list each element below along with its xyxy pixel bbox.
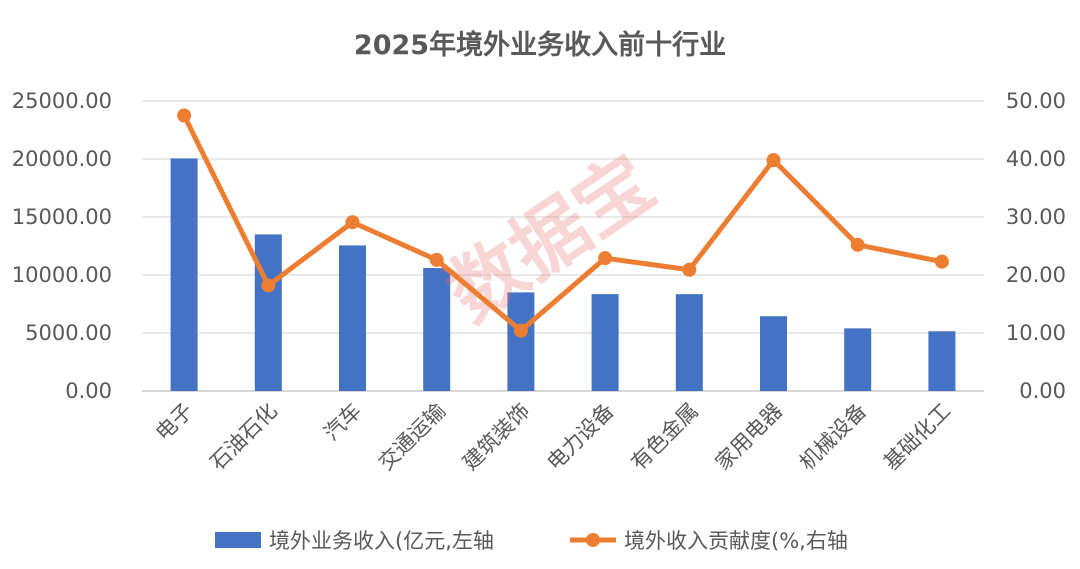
legend-bar-swatch xyxy=(215,532,261,548)
line-point xyxy=(177,108,192,123)
line-point xyxy=(682,262,697,277)
bar xyxy=(507,292,535,391)
left-tick-label: 5000.00 xyxy=(25,321,112,345)
right-tick-label: 20.00 xyxy=(1006,263,1066,287)
right-tick-label: 10.00 xyxy=(1006,321,1066,345)
bar xyxy=(339,245,366,391)
line-point xyxy=(261,278,276,293)
legend-line-marker xyxy=(586,533,600,547)
legend-bar-label: 境外业务收入(亿元,左轴 xyxy=(269,529,494,553)
right-tick-label: 40.00 xyxy=(1006,147,1066,171)
bar xyxy=(928,331,956,391)
right-tick-label: 0.00 xyxy=(1019,379,1066,403)
right-axis-ticks: 0.00 10.00 20.00 30.00 40.00 50.00 xyxy=(1006,89,1066,403)
series-line xyxy=(181,114,943,334)
bar xyxy=(675,294,703,391)
line-point xyxy=(766,153,781,168)
left-tick-label: 0.00 xyxy=(65,379,112,403)
right-tick-label: 30.00 xyxy=(1006,205,1066,229)
right-tick-label: 50.00 xyxy=(1006,89,1066,113)
line-point xyxy=(598,251,613,266)
legend: 境外业务收入(亿元,左轴 境外收入贡献度(%,右轴 xyxy=(215,529,848,553)
line-point xyxy=(429,252,444,267)
line-point xyxy=(513,323,528,338)
line-point xyxy=(850,237,865,252)
left-tick-label: 10000.00 xyxy=(12,263,112,287)
left-tick-label: 20000.00 xyxy=(12,147,112,171)
line-point xyxy=(934,254,949,269)
bar xyxy=(254,234,282,391)
bar-series xyxy=(170,158,956,391)
bar xyxy=(760,316,787,391)
line-point xyxy=(345,215,360,230)
bar xyxy=(423,268,451,391)
bar xyxy=(591,294,619,391)
left-tick-label: 25000.00 xyxy=(12,89,112,113)
left-axis-ticks: 0.00 5000.00 10000.00 15000.00 20000.00 25000… xyxy=(12,89,112,403)
bar xyxy=(170,158,198,391)
legend-line-label: 境外收入贡献度(%,右轴 xyxy=(624,529,848,553)
left-tick-label: 15000.00 xyxy=(12,205,112,229)
bar xyxy=(844,328,872,391)
chart-title: 2025年境外业务收入前十行业 xyxy=(354,29,726,61)
line-series xyxy=(177,108,949,338)
